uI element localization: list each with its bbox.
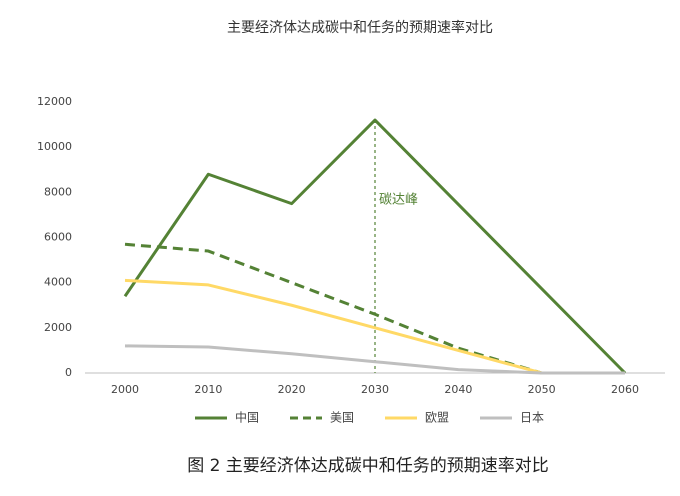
x-tick-label: 2040 [444, 383, 472, 396]
series-line [124, 278, 543, 375]
legend-label: 欧盟 [425, 411, 449, 425]
caption: 图 2 主要经济体达成碳中和任务的预期速率对比 [187, 456, 549, 476]
series-line [123, 118, 627, 375]
x-tick-label: 2010 [194, 383, 222, 396]
series-line [124, 242, 543, 375]
y-tick-label: 8000 [44, 185, 72, 198]
y-tick-label: 4000 [44, 276, 72, 289]
legend-label: 中国 [235, 410, 259, 425]
y-tick-label: 12000 [37, 95, 72, 108]
legend-label: 日本 [520, 411, 544, 425]
x-tick-label: 2000 [111, 383, 139, 396]
x-tick-label: 2020 [278, 383, 306, 396]
x-tick-label: 2050 [528, 383, 556, 396]
legend-label: 美国 [330, 411, 354, 425]
annotation-text: 碳达峰 [379, 193, 418, 208]
x-tick-label: 2060 [611, 383, 639, 396]
y-tick-label: 2000 [44, 321, 72, 334]
y-tick-label: 10000 [37, 140, 72, 153]
y-tick-label: 6000 [44, 231, 72, 244]
chart-title: 主要经济体达成碳中和任务的预期速率对比 [227, 19, 493, 36]
y-tick-label: 0 [65, 366, 72, 379]
x-tick-label: 2030 [361, 383, 389, 396]
series-line [124, 344, 625, 375]
